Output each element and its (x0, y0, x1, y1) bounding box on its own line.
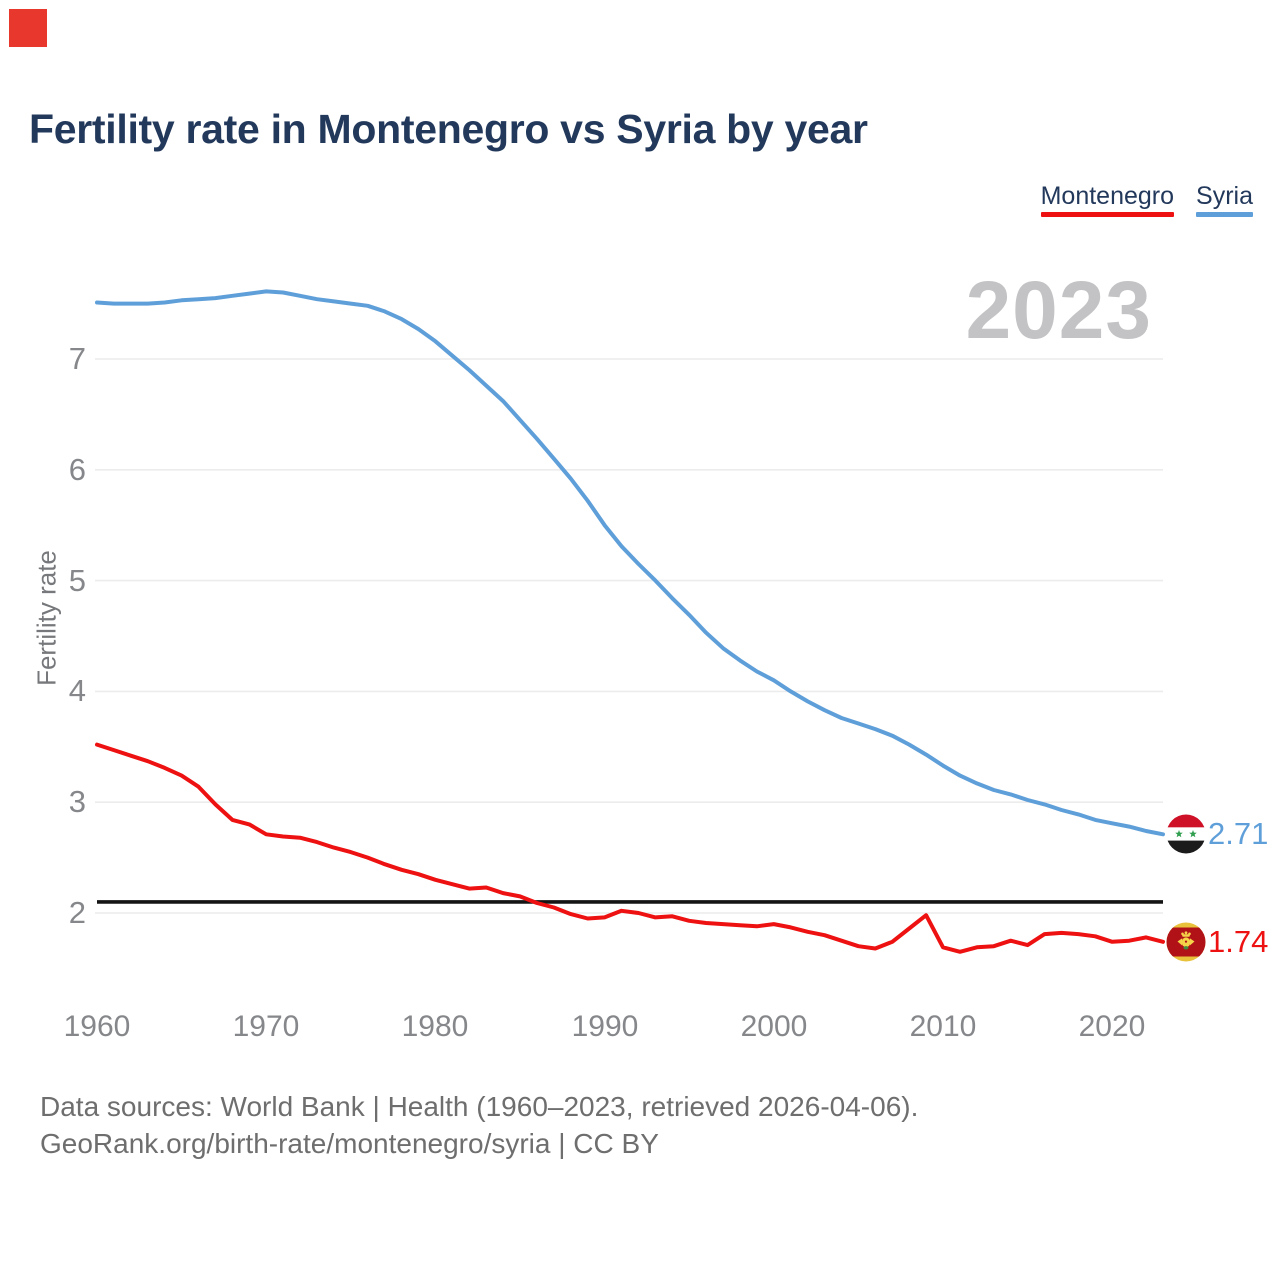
page-title: Fertility rate in Montenegro vs Syria by… (29, 106, 868, 152)
legend-underline-syria (1196, 212, 1253, 217)
x-tick-1980: 1980 (401, 1010, 469, 1043)
legend-item-montenegro[interactable]: Montenegro (1040, 182, 1175, 217)
y-tick-7: 7 (68, 341, 86, 376)
watermark-year: 2023 (965, 265, 1152, 356)
legend-item-syria[interactable]: Syria (1196, 183, 1253, 217)
x-tick-1960: 1960 (63, 1010, 131, 1043)
x-tick-1990: 1990 (571, 1010, 639, 1043)
x-tick-2010: 2010 (909, 1010, 977, 1043)
x-tick-2020: 2020 (1078, 1010, 1146, 1043)
x-tick-1970: 1970 (232, 1010, 300, 1043)
legend: Montenegro Syria (1040, 182, 1253, 217)
y-tick-3: 3 (68, 784, 86, 819)
series-line-montenegro (95, 742, 1165, 954)
red-square-marker (9, 9, 47, 47)
footer-attribution: GeoRank.org/birth-rate/montenegro/syria … (40, 1128, 659, 1159)
x-tick-2000: 2000 (740, 1010, 808, 1043)
syria-end-value: 2.71 (1208, 816, 1269, 851)
legend-label-montenegro: Montenegro (1040, 182, 1175, 210)
series-line-syria (95, 289, 1165, 837)
footer: Data sources: World Bank | Health (1960–… (40, 1088, 918, 1162)
y-tick-5: 5 (68, 563, 86, 598)
footer-sources: Data sources: World Bank | Health (1960–… (40, 1091, 919, 1122)
syria-flag-icon (1166, 814, 1206, 854)
y-tick-6: 6 (68, 452, 86, 487)
legend-underline-montenegro (1040, 212, 1175, 217)
y-tick-2: 2 (68, 895, 86, 930)
montenegro-flag-icon (1166, 922, 1206, 962)
montenegro-end-value: 1.74 (1208, 924, 1269, 959)
y-tick-4: 4 (68, 673, 86, 708)
legend-label-syria: Syria (1196, 182, 1253, 210)
